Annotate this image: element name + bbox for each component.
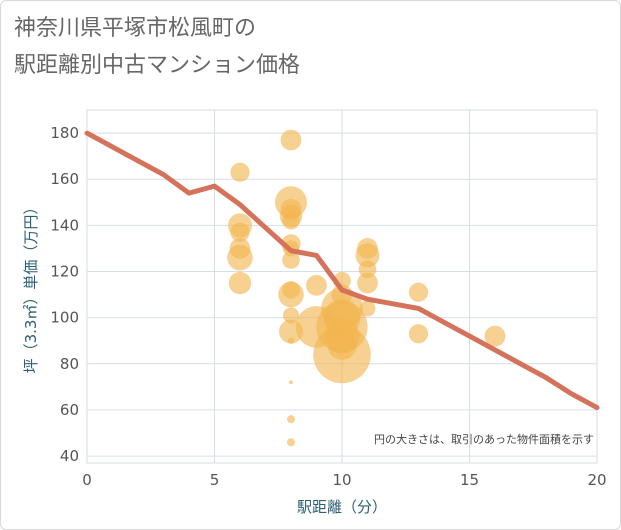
y-tick-label: 80: [60, 355, 79, 373]
bubble-point: [306, 274, 327, 296]
y-axis-label: 坪（3.3㎡）単価（万円）: [22, 200, 40, 374]
chart-title-line2: 駅距離別中古マンション価格: [14, 53, 301, 78]
bubble-point: [357, 272, 378, 294]
y-tick-label: 60: [60, 401, 79, 419]
chart-title-line1: 神奈川県平塚市松風町の: [14, 16, 257, 41]
bubble-point: [278, 281, 304, 308]
bubble-point: [287, 438, 295, 447]
bubble-point: [289, 380, 293, 385]
bubble-point: [283, 307, 299, 324]
bubble-point: [287, 337, 295, 344]
bubble-point: [227, 244, 253, 271]
bubble-point: [287, 415, 295, 424]
bubble-point: [408, 282, 429, 302]
x-axis-label: 駅距離（分）: [297, 498, 387, 516]
average-price-line: [84, 130, 600, 411]
y-tick-label: 120: [50, 263, 79, 281]
bubble-point: [230, 222, 250, 242]
bubble-point: [280, 129, 302, 151]
bubble-point: [355, 243, 380, 268]
bubble-point: [484, 325, 506, 347]
y-tick-label: 160: [50, 170, 79, 188]
tick-labels: 0 5 10 15 20 40 60 80 100 120 140 160 180: [50, 124, 606, 489]
y-tick-label: 140: [50, 216, 79, 234]
x-tick-label: 15: [460, 471, 479, 489]
x-tick-label: 20: [587, 471, 606, 489]
bubble-point: [313, 325, 371, 384]
bubble-point: [282, 211, 300, 230]
x-tick-label: 0: [82, 471, 92, 489]
bubble-point: [359, 300, 376, 317]
line-layer: [84, 130, 600, 411]
bubble-point: [230, 162, 250, 182]
y-tick-label: 40: [60, 447, 79, 465]
bubble-point: [358, 260, 377, 278]
bubble-point: [408, 324, 429, 344]
y-tick-label: 100: [50, 309, 79, 327]
x-tick-label: 10: [332, 471, 351, 489]
bubble-point: [282, 251, 300, 269]
bubble-layer: [227, 129, 506, 447]
x-tick-label: 5: [210, 471, 220, 489]
bubble-point: [228, 271, 252, 295]
y-tick-label: 180: [50, 124, 79, 142]
bubble-size-note: 円の大きさは、取引のあった物件面積を示す: [374, 432, 594, 446]
